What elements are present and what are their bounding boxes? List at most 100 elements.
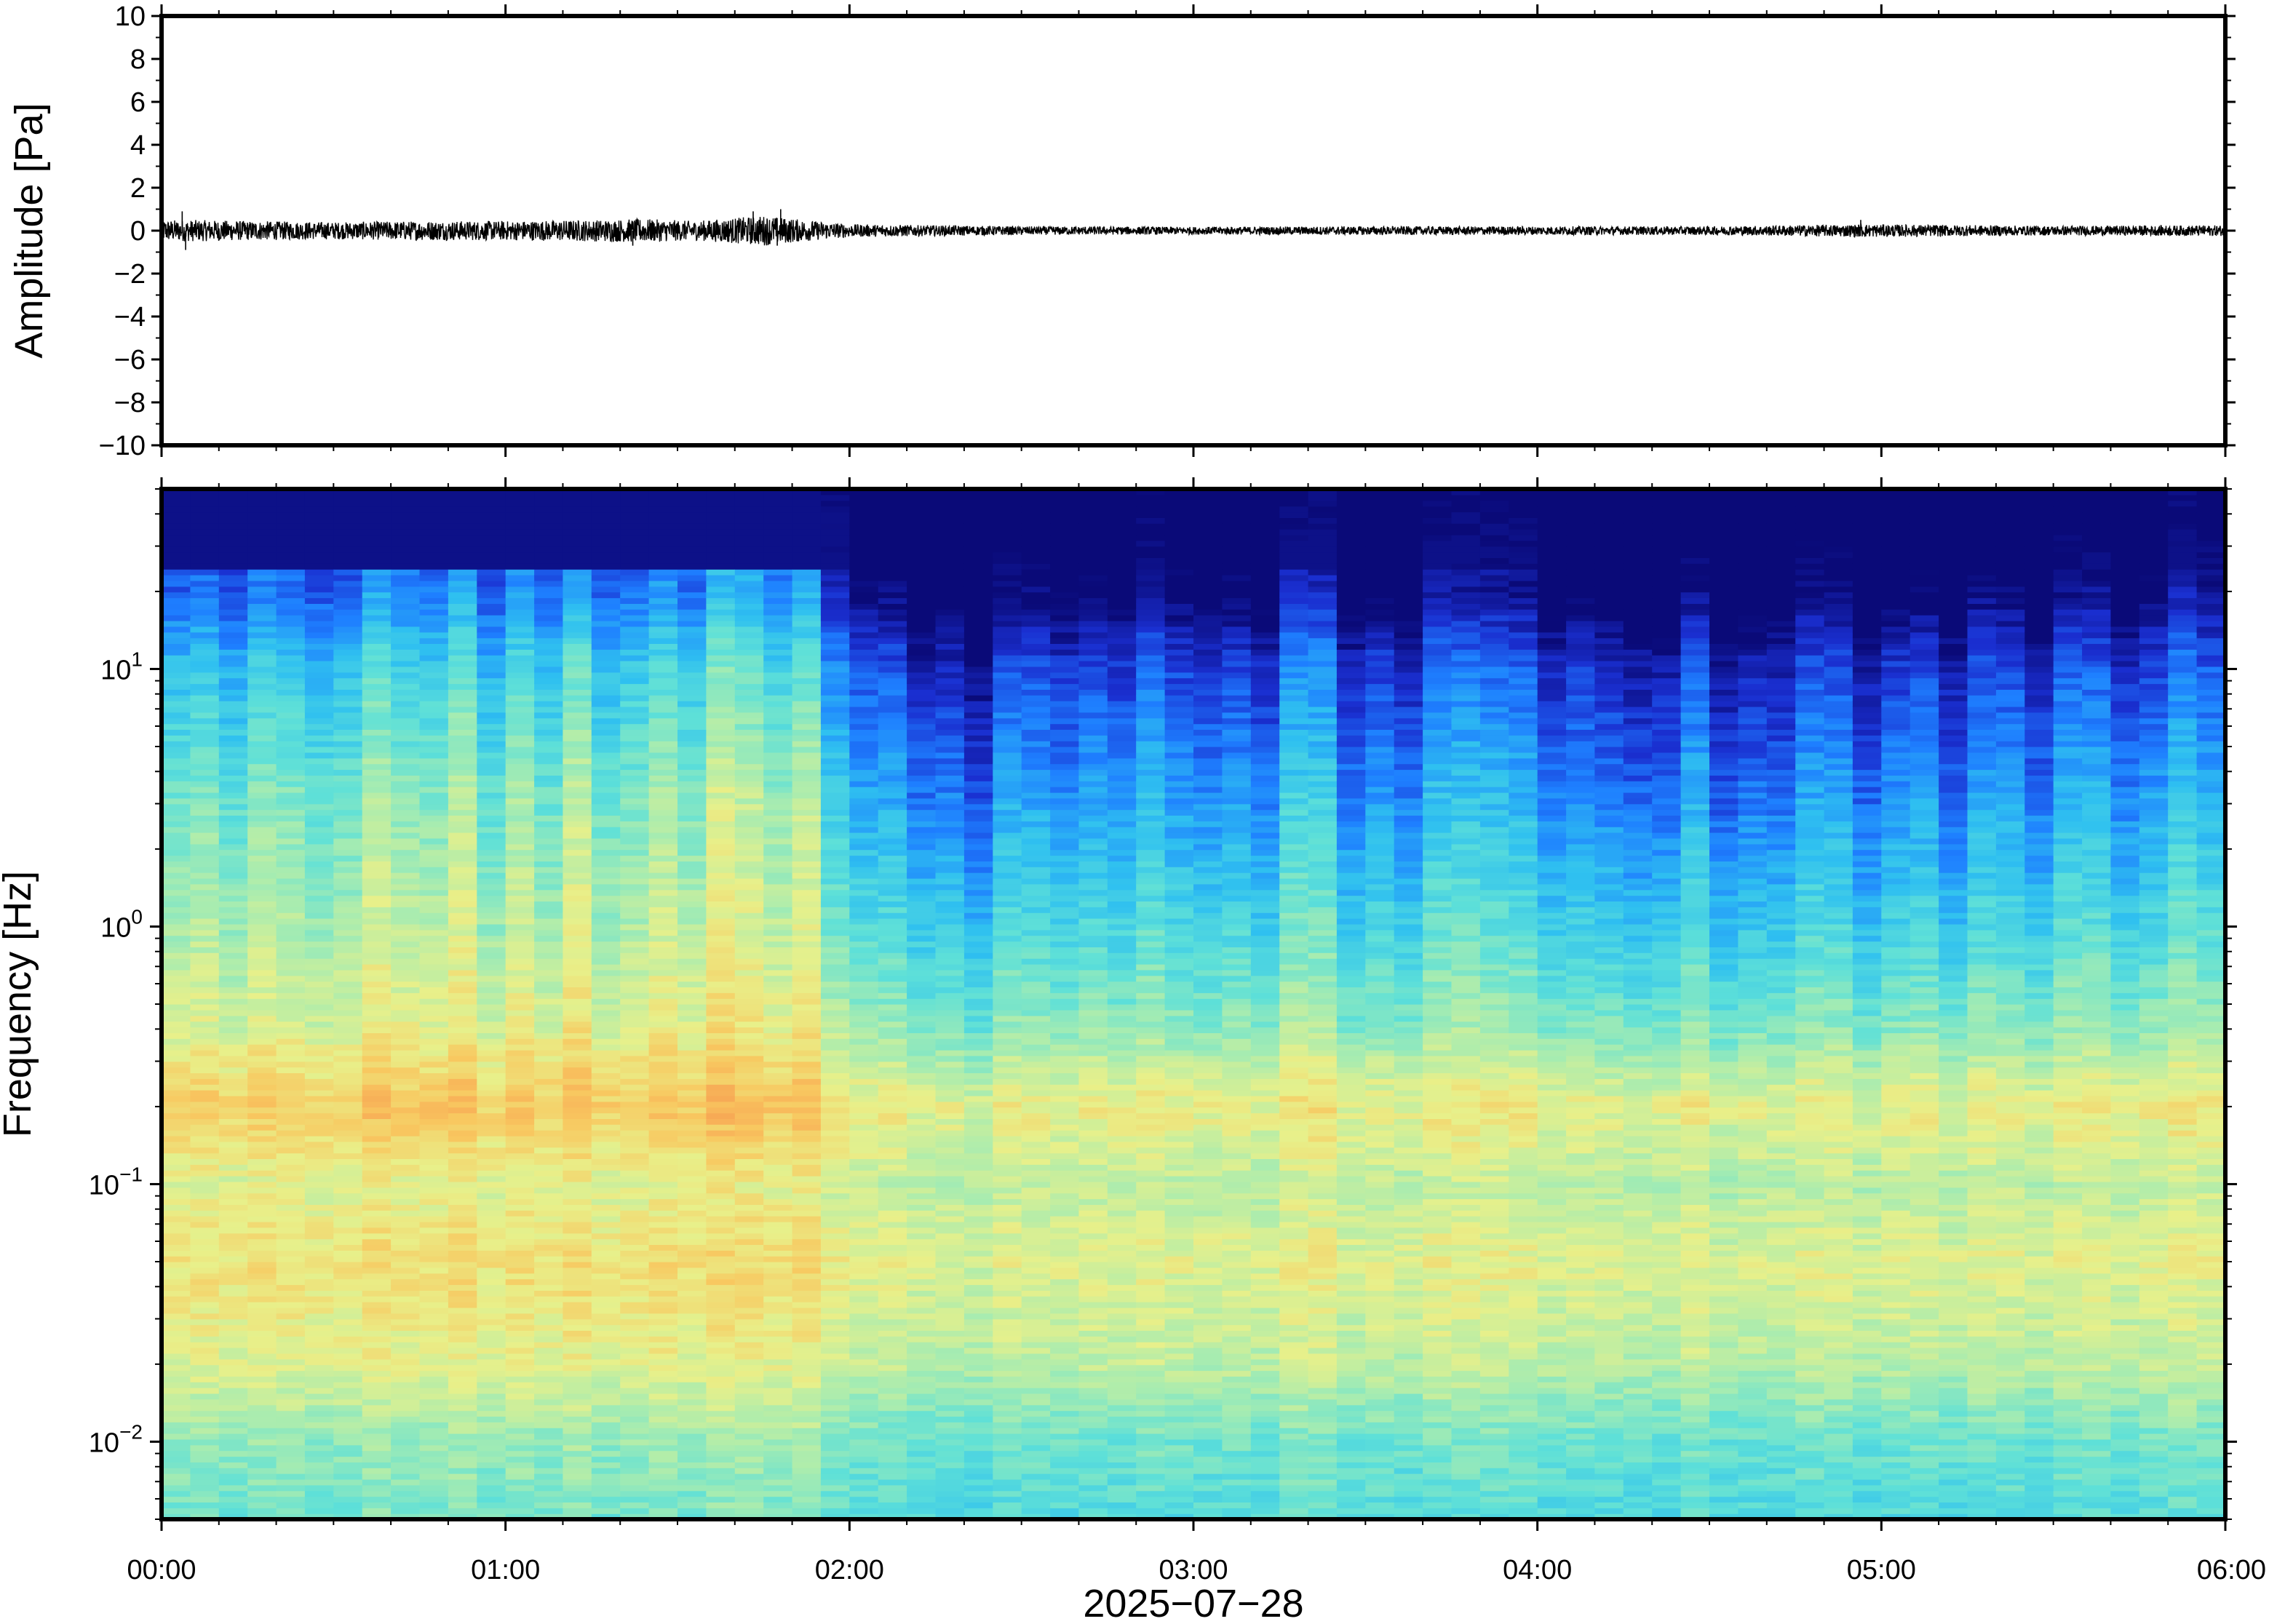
spectrogram-cell — [505, 787, 535, 793]
spectrogram-cell — [849, 500, 879, 507]
spectrogram-cell — [333, 769, 363, 776]
spectrogram-cell — [849, 1027, 879, 1033]
spectrogram-cell — [734, 1244, 764, 1251]
spectrogram-cell — [247, 821, 277, 827]
spectrogram-cell — [333, 747, 363, 753]
spectrogram-cell — [448, 741, 477, 747]
spectrogram-cell — [591, 1484, 621, 1492]
spectrogram-cell — [907, 586, 937, 593]
spectrogram-cell — [276, 1090, 306, 1096]
spectrogram-cell — [304, 877, 334, 885]
spectrogram-cell — [304, 1227, 334, 1234]
spectrogram-cell — [505, 1502, 535, 1508]
spectrogram-cell — [534, 1204, 564, 1211]
spectrogram-cell — [648, 1484, 678, 1492]
spectrogram-cell — [276, 827, 306, 833]
spectrogram-cell — [333, 712, 363, 719]
spectrogram-cell — [162, 1072, 191, 1079]
spectrogram-cell — [907, 643, 937, 650]
spectrogram-cell — [162, 1250, 191, 1257]
spectrogram-cell — [907, 735, 937, 741]
spectrogram-cell — [677, 1244, 707, 1251]
waveform-frame — [159, 14, 2228, 447]
spectrogram-cell — [820, 1256, 850, 1262]
spectrogram-cell — [706, 1187, 736, 1194]
spectrogram-cell — [190, 1364, 220, 1372]
spectrogram-cell — [907, 1107, 937, 1114]
spectrogram-cell — [734, 992, 764, 999]
spectrogram-cell — [190, 1456, 220, 1462]
spectrogram-cell — [820, 741, 850, 747]
spectrogram-cell — [391, 998, 421, 1005]
spectrogram-cell — [391, 1508, 421, 1514]
spectrogram-cell — [333, 889, 363, 896]
spectrogram-cell — [218, 729, 248, 736]
spectrogram-cell — [190, 992, 220, 999]
spectrogram-cell — [534, 603, 564, 610]
spectrogram-cell — [648, 1422, 678, 1428]
spectrogram-cell — [190, 1324, 220, 1331]
spectrogram-cell — [734, 752, 764, 759]
spectrogram-cell — [563, 987, 592, 993]
spectrogram-cell — [763, 1353, 793, 1360]
spectrogram-cell — [648, 998, 678, 1005]
spectrogram-cell — [505, 689, 535, 696]
spectrogram-cell — [563, 729, 592, 736]
spectrogram-cell — [591, 1336, 621, 1342]
spectrogram-cell — [448, 683, 477, 690]
spectrogram-cell — [907, 1273, 937, 1280]
spectrogram-cell — [276, 1049, 306, 1056]
spectrogram-cell — [677, 563, 707, 570]
spectrogram-cell — [162, 1296, 191, 1302]
spectrogram-cell — [706, 861, 736, 867]
spectrogram-cell — [534, 1112, 564, 1119]
spectrogram-cell — [706, 546, 736, 553]
spectrogram-cell — [878, 775, 907, 781]
spectrogram-cell — [247, 563, 277, 570]
spectrogram-cell — [648, 500, 678, 507]
spectrogram-cell — [304, 1468, 334, 1474]
spectrogram-cell — [878, 1078, 907, 1085]
spectrogram-cell — [907, 1450, 937, 1457]
spectrogram-cell — [907, 918, 937, 925]
spectrogram-cell — [276, 666, 306, 673]
spectrogram-cell — [534, 1393, 564, 1400]
spectrogram-cell — [591, 1015, 621, 1022]
spectrogram-cell — [620, 523, 650, 530]
spectrogram-cell — [878, 1353, 907, 1360]
spectrogram-cell — [907, 1210, 937, 1217]
spectrogram-cell — [247, 500, 277, 507]
spectrogram-cell — [247, 775, 277, 781]
spectrogram-cell — [218, 523, 248, 530]
spectrogram-cell — [620, 672, 650, 679]
spectrogram-cell — [878, 787, 907, 793]
spectrogram-cell — [391, 1358, 421, 1366]
spectrogram-cell — [534, 747, 564, 753]
spectrogram-cell — [620, 494, 650, 501]
spectrogram-cell — [218, 1324, 248, 1331]
spectrogram-cell — [218, 923, 248, 931]
spectrogram-cell — [419, 1130, 449, 1137]
spectrogram-cell — [304, 1370, 334, 1377]
spectrogram-cell — [907, 632, 937, 639]
spectrogram-cell — [333, 827, 363, 833]
spectrogram-cell — [505, 1398, 535, 1406]
spectrogram-cell — [620, 1147, 650, 1154]
spectrogram-cell — [849, 763, 879, 771]
spectrogram-cell — [878, 723, 907, 730]
spectrogram-cell — [677, 1227, 707, 1234]
spectrogram-cell — [162, 1135, 191, 1142]
spectrogram-cell — [448, 1336, 477, 1342]
spectrogram-cell — [333, 1027, 363, 1033]
spectrogram-cell — [706, 752, 736, 759]
spectrogram-cell — [505, 1112, 535, 1119]
spectrogram-cell — [648, 821, 678, 827]
spectrogram-cell — [333, 1513, 363, 1519]
spectrogram-cell — [620, 1438, 650, 1446]
spectrogram-cell — [792, 1216, 822, 1222]
spectrogram-cell — [448, 552, 477, 558]
spectrogram-cell — [820, 569, 850, 576]
spectrogram-cell — [763, 1244, 793, 1251]
spectrogram-cell — [419, 695, 449, 701]
spectrogram-cell — [218, 827, 248, 833]
